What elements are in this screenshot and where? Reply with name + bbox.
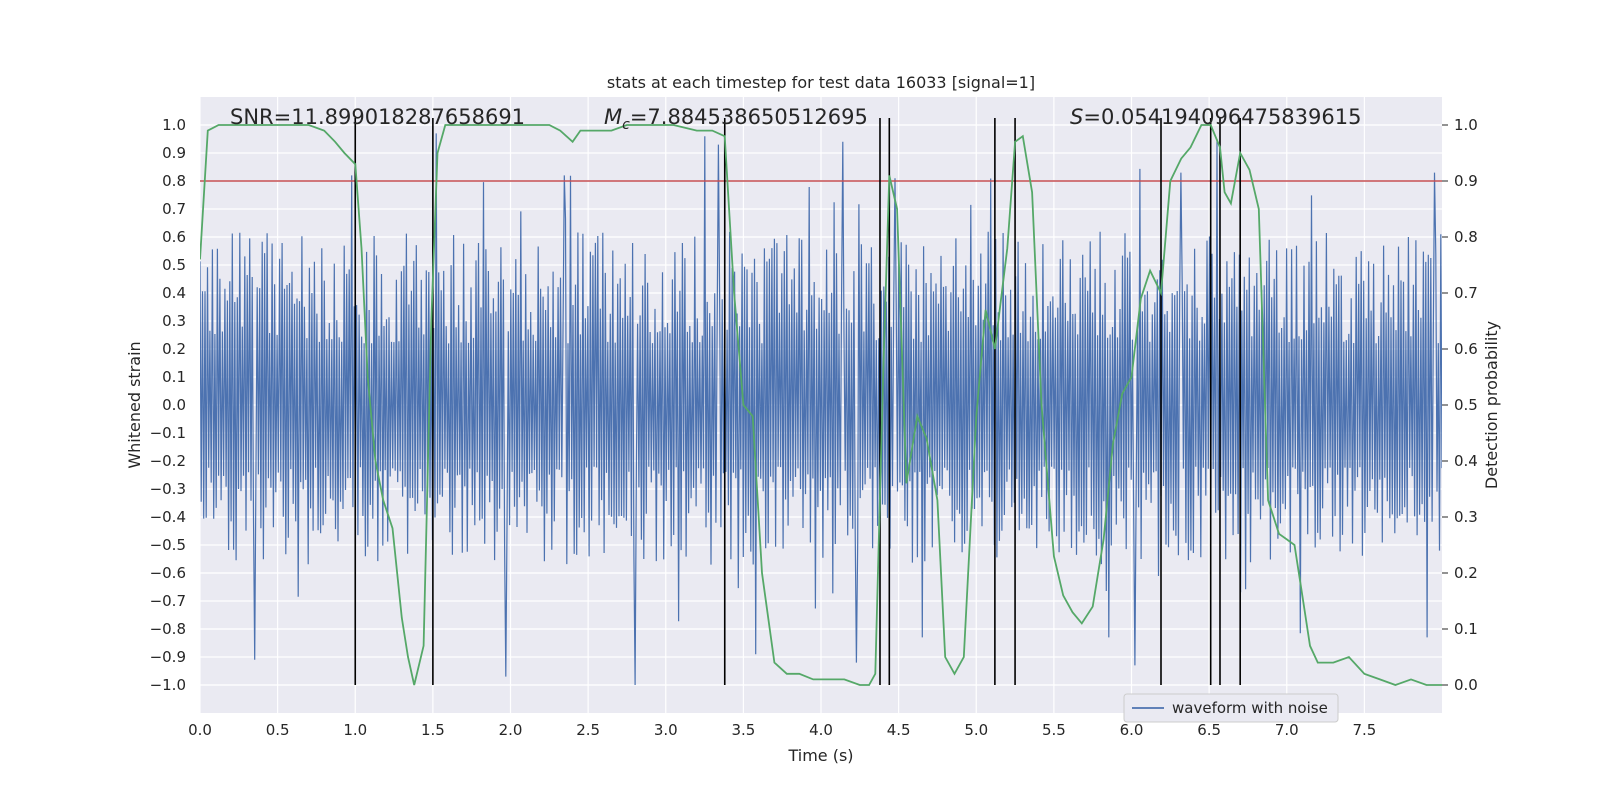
- y2-tick-label: 0.6: [1454, 340, 1478, 358]
- x-tick-label: 3.0: [654, 721, 678, 739]
- x-tick-label: 3.5: [731, 721, 755, 739]
- y2-tick-label: 1.0: [1454, 116, 1478, 134]
- s-symbol: S: [1070, 105, 1083, 129]
- y2-tick-label: 0.7: [1454, 284, 1478, 302]
- legend-box: [1123, 693, 1339, 723]
- legend-label: waveform with noise: [1172, 699, 1328, 717]
- x-tick-label: 1.5: [421, 721, 445, 739]
- waveform-series: [200, 133, 1442, 686]
- y-axis-label: Whitened strain: [125, 341, 144, 468]
- x-tick-label: 6.0: [1120, 721, 1144, 739]
- y2-tick-label: 0.9: [1454, 172, 1478, 190]
- x-tick-label: 2.0: [499, 721, 523, 739]
- y-tick-label: −0.1: [150, 424, 186, 442]
- chirp-mass-annotation: Mc=7.884538650512695: [604, 105, 868, 133]
- chirp-mass-value: =7.884538650512695: [630, 105, 868, 129]
- snr-annotation: SNR=11.899018287658691: [230, 105, 525, 129]
- x-tick-label: 6.5: [1197, 721, 1221, 739]
- x-axis-label: Time (s): [787, 746, 853, 765]
- y-tick-label: 1.0: [162, 116, 186, 134]
- y-tick-label: −0.5: [150, 536, 186, 554]
- y-tick-label: −0.7: [150, 592, 186, 610]
- y-tick-label: −0.2: [150, 452, 186, 470]
- x-tick-label: 1.0: [343, 721, 367, 739]
- chirp-mass-symbol: M: [604, 105, 622, 129]
- y-tick-label: 0.6: [162, 228, 186, 246]
- y-tick-label: 0.9: [162, 144, 186, 162]
- chirp-mass-subscript: c: [622, 117, 630, 133]
- s-value: =0.054194096475839615: [1083, 105, 1361, 129]
- x-axis-ticks: 0.0 0.5 1.0 1.5 2.0 2.5 3.0 3.5 4.0 4.5 5.0 5.5 6.0 6…: [188, 721, 1376, 739]
- y-axis-ticks: 1.0 0.9 0.8 0.7 0.6 0.5 0.4 0.3 0.2 0.1 0.0 −0.1 −0.…: [150, 116, 186, 694]
- x-tick-label: 2.5: [576, 721, 600, 739]
- y-tick-label: 0.5: [162, 256, 186, 274]
- x-tick-label: 5.5: [1042, 721, 1066, 739]
- x-tick-label: 4.0: [809, 721, 833, 739]
- y2-tick-label: 0.2: [1454, 564, 1478, 582]
- y2-tick-label: 0.1: [1454, 620, 1478, 638]
- y-tick-label: 0.1: [162, 368, 186, 386]
- y-tick-label: −0.6: [150, 564, 186, 582]
- s-annotation: S=0.054194096475839615: [1070, 105, 1361, 129]
- y-tick-label: −1.0: [150, 676, 186, 694]
- detection-probability-line: [200, 124, 1442, 686]
- y-tick-label: 0.8: [162, 172, 186, 190]
- x-tick-label: 4.5: [887, 721, 911, 739]
- y-tick-label: −0.9: [150, 648, 186, 666]
- waveform-line: [200, 133, 1442, 686]
- y-tick-label: −0.3: [150, 480, 186, 498]
- y-tick-label: −0.8: [150, 620, 186, 638]
- x-tick-label: 7.5: [1352, 721, 1376, 739]
- x-tick-label: 5.0: [964, 721, 988, 739]
- y2-tick-label: 0.4: [1454, 452, 1478, 470]
- y-tick-label: 0.4: [162, 284, 186, 302]
- y-tick-label: 0.2: [162, 340, 186, 358]
- event-lines: [354, 118, 1241, 685]
- x-tick-label: 7.0: [1275, 721, 1299, 739]
- x-tick-label: 0.5: [266, 721, 290, 739]
- plot-area: [200, 118, 1442, 686]
- y2-tick-label: 0.5: [1454, 396, 1478, 414]
- y-tick-label: 0.3: [162, 312, 186, 330]
- y-tick-label: 0.0: [162, 396, 186, 414]
- y-tick-label: −0.4: [150, 508, 186, 526]
- y2-axis-ticks: 1.0 0.9 0.8 0.7 0.6 0.5 0.4 0.3 0.2 0.1 0.0: [1442, 116, 1478, 694]
- legend: waveform with noise: [1123, 693, 1339, 723]
- y2-axis-label: Detection probability: [1482, 321, 1501, 489]
- chart-title: stats at each timestep for test data 160…: [607, 73, 1035, 92]
- y-tick-label: 0.7: [162, 200, 186, 218]
- y2-tick-label: 0.0: [1454, 676, 1478, 694]
- y2-tick-label: 0.8: [1454, 228, 1478, 246]
- y2-tick-label: 0.3: [1454, 508, 1478, 526]
- x-tick-label: 0.0: [188, 721, 212, 739]
